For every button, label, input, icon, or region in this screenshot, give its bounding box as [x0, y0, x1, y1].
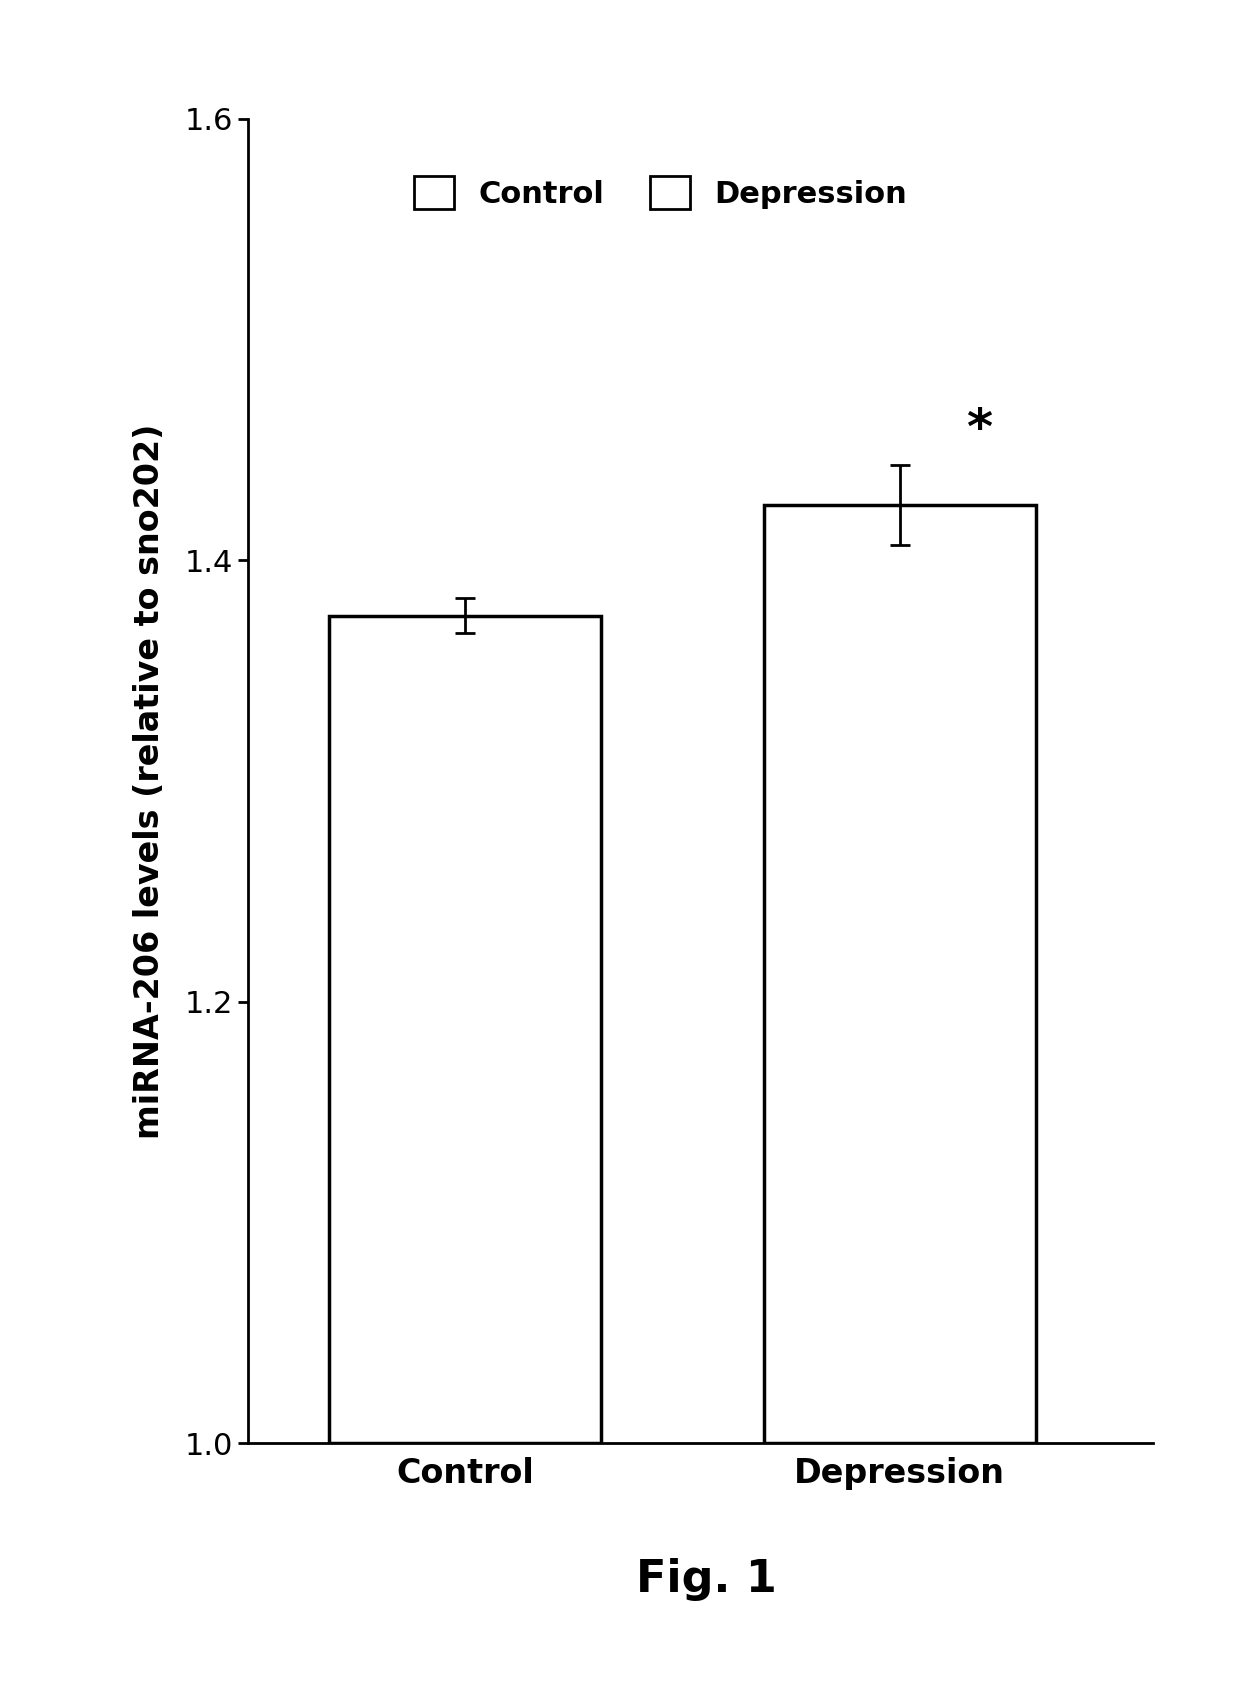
Text: Fig. 1: Fig. 1: [636, 1557, 777, 1601]
Legend: Control, Depression: Control, Depression: [399, 161, 923, 224]
Bar: [330, 615, 601, 1443]
Y-axis label: miRNA-206 levels (relative to sno202): miRNA-206 levels (relative to sno202): [133, 423, 166, 1139]
Bar: [764, 504, 1035, 1443]
Text: *: *: [966, 406, 992, 455]
